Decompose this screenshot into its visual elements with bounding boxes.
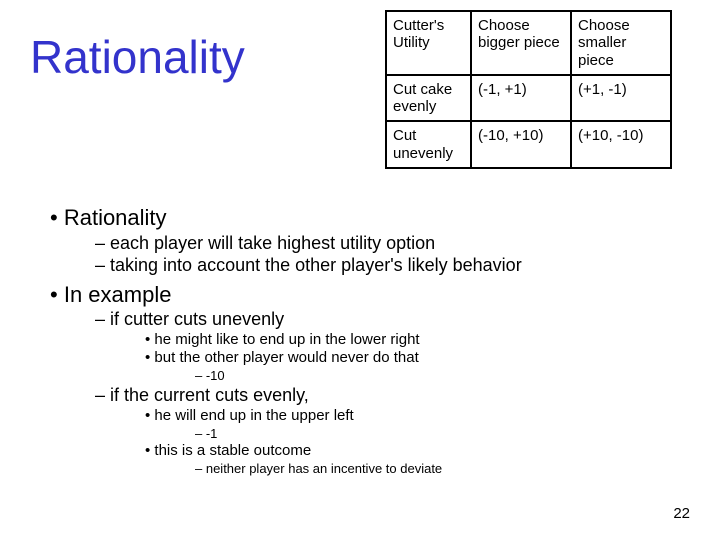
- list-item: -10: [195, 368, 690, 384]
- table-cell: (-1, +1): [471, 75, 571, 122]
- list-item: Rationality: [50, 204, 690, 232]
- list-item: taking into account the other player's l…: [95, 254, 690, 277]
- table-row: Cut unevenly (-10, +10) (+10, -10): [386, 121, 671, 168]
- table-cell: Cut cake evenly: [386, 75, 471, 122]
- table-cell: (+1, -1): [571, 75, 671, 122]
- table-cell: Choose smaller piece: [571, 11, 671, 75]
- list-item: if cutter cuts unevenly: [95, 308, 690, 331]
- utility-table: Cutter's Utility Choose bigger piece Cho…: [385, 10, 672, 169]
- table-row: Cut cake evenly (-1, +1) (+1, -1): [386, 75, 671, 122]
- list-item: neither player has an incentive to devia…: [195, 461, 690, 477]
- table-row: Cutter's Utility Choose bigger piece Cho…: [386, 11, 671, 75]
- list-item: he might like to end up in the lower rig…: [145, 331, 690, 350]
- list-item: if the current cuts evenly,: [95, 384, 690, 407]
- table-cell: Cutter's Utility: [386, 11, 471, 75]
- page-number: 22: [673, 505, 690, 522]
- list-item: In example: [50, 281, 690, 309]
- bullet-content: Rationality each player will take highes…: [50, 200, 690, 477]
- table-cell: Choose bigger piece: [471, 11, 571, 75]
- list-item: but the other player would never do that: [145, 349, 690, 368]
- list-item: this is a stable outcome: [145, 442, 690, 461]
- table-cell: (+10, -10): [571, 121, 671, 168]
- list-item: he will end up in the upper left: [145, 407, 690, 426]
- table-cell: Cut unevenly: [386, 121, 471, 168]
- slide-title: Rationality: [30, 30, 245, 84]
- table-cell: (-10, +10): [471, 121, 571, 168]
- list-item: each player will take highest utility op…: [95, 232, 690, 255]
- list-item: -1: [195, 426, 690, 442]
